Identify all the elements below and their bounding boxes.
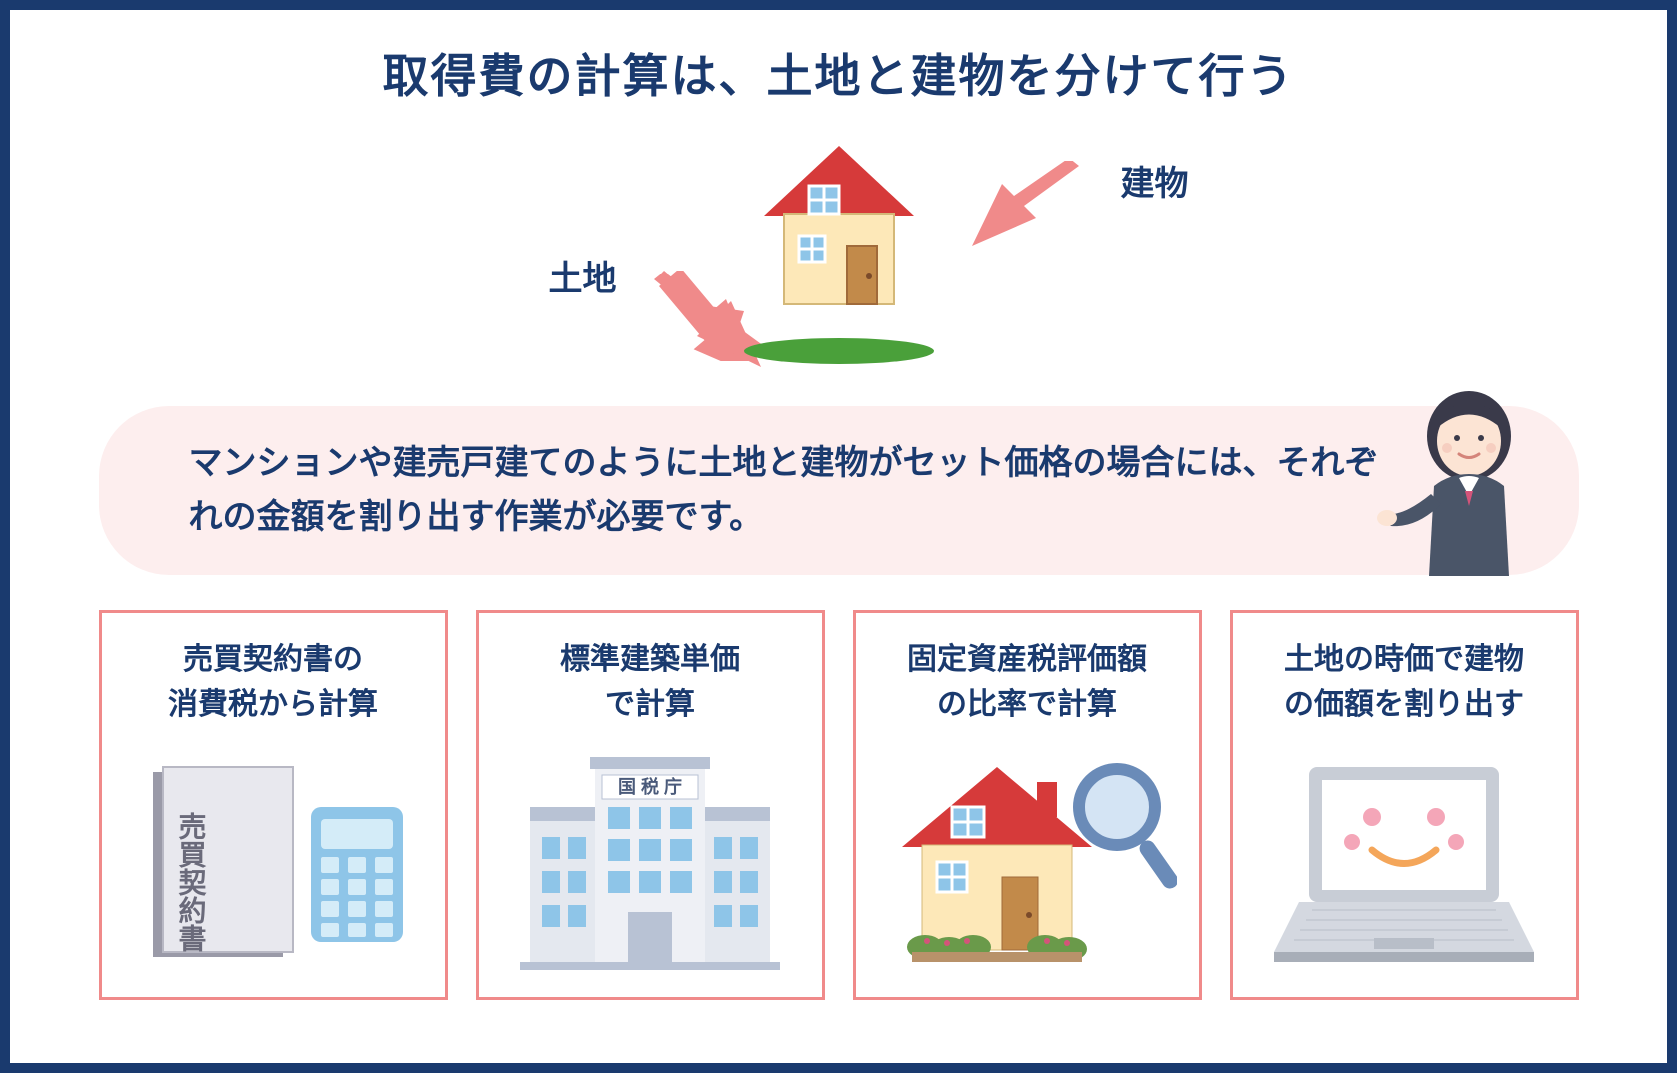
- land-label: 土地: [549, 251, 617, 300]
- card-house-magnifier: 固定資産税評価額 の比率で計算: [853, 610, 1202, 1000]
- card-contract: 売買契約書の 消費税から計算 売買契約書: [99, 610, 448, 1000]
- card-title: 売買契約書の 消費税から計算: [168, 637, 378, 727]
- receptionist-icon: [1369, 386, 1549, 576]
- card-title: 標準建築単価 で計算: [560, 637, 740, 727]
- contract-calculator-icon: 売買契約書: [112, 745, 435, 979]
- svg-text:国 税 庁: 国 税 庁: [618, 776, 682, 797]
- note-section: マンションや建売戸建てのように土地と建物がセット価格の場合には、それぞれの金額を…: [99, 406, 1579, 575]
- tax-office-icon: 国 税 庁: [489, 745, 812, 979]
- house-icon: [749, 136, 929, 316]
- arrow-building-icon: [964, 161, 1084, 246]
- ground-icon: [739, 336, 939, 366]
- svg-text:売買契約書: 売買契約書: [176, 811, 207, 951]
- main-title: 取得費の計算は、土地と建物を分けて行う: [383, 40, 1295, 106]
- card-laptop: 土地の時価で建物 の価額を割り出す: [1230, 610, 1579, 1000]
- house-magnifier-icon: [866, 745, 1189, 979]
- card-title: 土地の時価で建物 の価額を割り出す: [1284, 637, 1524, 727]
- note-text: マンションや建売戸建てのように土地と建物がセット価格の場合には、それぞれの金額を…: [99, 406, 1579, 575]
- building-label: 建物: [1121, 156, 1189, 205]
- cards-row: 売買契約書の 消費税から計算 売買契約書 標準: [99, 610, 1579, 1000]
- infographic-frame: 取得費の計算は、土地と建物を分けて行う 土地 建物: [0, 0, 1677, 1073]
- laptop-face-icon: [1243, 745, 1566, 979]
- card-title: 固定資産税評価額 の比率で計算: [907, 637, 1147, 727]
- card-tax-office: 標準建築単価 で計算 国 税 庁: [476, 610, 825, 1000]
- hero-section: 土地 建物: [489, 126, 1189, 386]
